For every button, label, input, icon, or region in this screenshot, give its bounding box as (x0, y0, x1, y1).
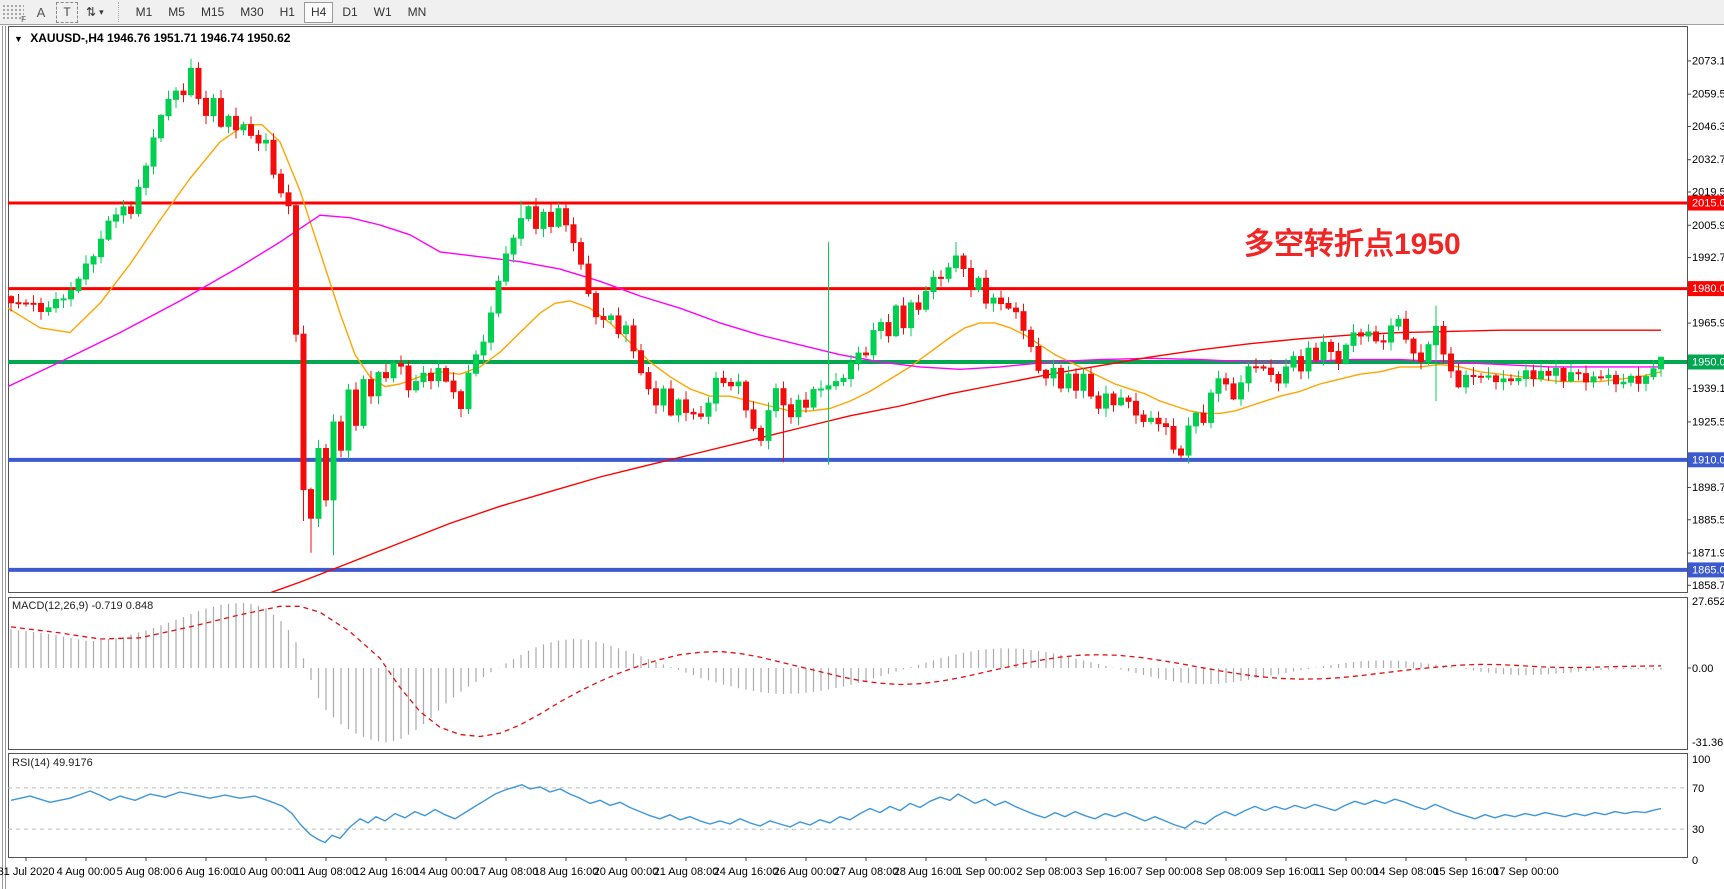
timeframe-button-mn[interactable]: MN (401, 2, 434, 23)
svg-text:0.00: 0.00 (1692, 663, 1713, 675)
time-axis-label: 11 Sep 00:00 (1314, 866, 1379, 878)
macd-panel-frame (8, 597, 1688, 750)
price-tick-label: 2059.50 (1692, 89, 1724, 101)
time-axis-label: 11 Aug 08:00 (294, 866, 358, 878)
time-axis-label: 2 Sep 08:00 (1016, 866, 1075, 878)
time-axis-label: 1 Sep 00:00 (956, 866, 1015, 878)
time-axis-label: 14 Aug 00:00 (414, 866, 479, 878)
moving-averages (8, 123, 1662, 592)
timeframe-button-group: M1 M5 M15 M30 H1 H4 D1 W1 MN (128, 1, 435, 23)
timeframe-button-d1[interactable]: D1 (335, 2, 364, 23)
time-axis-label: 17 Sep 00:00 (1493, 866, 1558, 878)
chart-annotation-text: 多空转折点1950 (1244, 228, 1461, 261)
time-axis-label: 14 Sep 08:00 (1373, 866, 1438, 878)
price-tick-label: 2073.10 (1692, 55, 1724, 67)
macd-histogram (10, 602, 1662, 743)
timeframe-button-h4[interactable]: H4 (303, 1, 334, 23)
rsi-line (10, 784, 1662, 844)
price-tick-label: 1965.90 (1692, 318, 1724, 330)
window-border (2, 26, 6, 889)
time-axis-label: 9 Sep 16:00 (1256, 866, 1315, 878)
time-axis-label: 21 Aug 08:00 (654, 866, 719, 878)
toolbar-separator (117, 2, 120, 22)
timeframe-button-m1[interactable]: M1 (129, 2, 160, 23)
time-axis-label: 7 Sep 00:00 (1136, 866, 1195, 878)
time-axis-label: 8 Sep 08:00 (1196, 866, 1255, 878)
symbol-dropdown-icon[interactable]: ▼ (14, 34, 23, 44)
toolbar-drag-handle[interactable]: F (2, 4, 26, 24)
svg-text:27.652: 27.652 (1692, 596, 1724, 608)
time-axis-label: 27 Aug 08:00 (834, 866, 899, 878)
time-axis-label: 3 Sep 16:00 (1076, 866, 1135, 878)
time-axis-label: 20 Aug 00:00 (594, 866, 659, 878)
time-axis-label: 24 Aug 16:00 (714, 866, 779, 878)
ma-slow-red (270, 329, 1661, 592)
time-axis-label: 5 Aug 08:00 (117, 866, 176, 878)
timeframe-button-m30[interactable]: M30 (233, 2, 270, 23)
price-tick-label: 2046.30 (1692, 121, 1724, 133)
candles-bear (8, 62, 1642, 553)
price-axis: 2073.102059.502046.302032.702019.502005.… (1687, 55, 1724, 592)
toolbar: F A T ⇅ ▾ M1 M5 M15 M30 H1 H4 D1 W1 MN (0, 0, 1724, 25)
rsi-indicator-label: RSI(14) 49.9176 (12, 757, 93, 769)
time-axis-label: 26 Aug 00:00 (774, 866, 839, 878)
price-line-badge: 1980.00 (1692, 283, 1724, 295)
main-panel-frame (8, 26, 1688, 593)
rsi-scale-label: 70 (1692, 783, 1704, 795)
chevron-down-icon: ▾ (99, 6, 104, 17)
ma-mid-magenta (8, 214, 1661, 388)
time-axis-label: 17 Aug 08:00 (474, 866, 539, 878)
time-axis-label: 15 Sep 16:00 (1433, 866, 1498, 878)
price-tick-label: 1898.70 (1692, 482, 1724, 494)
timeframe-button-h1[interactable]: H1 (273, 2, 302, 23)
rsi-axis: 100 70 30 0 (1692, 754, 1710, 867)
price-line-badge: 2015.00 (1692, 198, 1724, 210)
candles-bull (45, 58, 1664, 556)
price-tick-label: 1871.90 (1692, 548, 1724, 560)
time-axis-label: 28 Aug 16:00 (894, 866, 959, 878)
rsi-scale-label: 30 (1692, 824, 1704, 836)
price-tick-label: 2032.70 (1692, 154, 1724, 166)
svg-text:-31.361: -31.361 (1692, 737, 1724, 749)
text-label-tool-button[interactable]: T (56, 1, 78, 23)
timeframe-button-w1[interactable]: W1 (367, 2, 399, 23)
chart-title: ▼ XAUUSD-,H4 1946.76 1951.71 1946.74 195… (14, 31, 290, 45)
price-line-badge: 1865.00 (1692, 564, 1724, 576)
price-tick-label: 1939.10 (1692, 383, 1724, 395)
price-tick-label: 1858.70 (1692, 580, 1724, 592)
f-marker: F (21, 15, 26, 24)
arrows-icon: ⇅ (86, 5, 97, 19)
timeframe-button-m5[interactable]: M5 (161, 2, 192, 23)
font-tool-button[interactable]: A (30, 2, 52, 23)
price-tick-label: 1992.70 (1692, 252, 1724, 264)
arrow-objects-button[interactable]: ⇅ ▾ (82, 2, 108, 23)
price-line-badge: 1950.00 (1692, 357, 1724, 369)
time-axis-label: 4 Aug 00:00 (57, 866, 116, 878)
price-tick-label: 1925.50 (1692, 416, 1724, 428)
time-axis-label: 31 Jul 2020 (0, 866, 54, 878)
time-axis: 31 Jul 2020 4 Aug 00:00 5 Aug 08:00 6 Aug 1… (0, 857, 1559, 878)
price-tick-label: 2005.90 (1692, 220, 1724, 232)
rsi-scale-label: 0 (1692, 855, 1698, 867)
ohlc-values: 1946.76 1951.71 1946.74 1950.62 (106, 31, 291, 45)
rsi-scale-label: 100 (1692, 754, 1710, 766)
time-axis-label: 18 Aug 16:00 (534, 866, 599, 878)
time-axis-label: 6 Aug 16:00 (177, 866, 236, 878)
macd-indicator-label: MACD(12,26,9) -0.719 0.848 (12, 600, 154, 612)
macd-signal-line (10, 605, 1662, 738)
time-axis-label: 10 Aug 00:00 (234, 866, 299, 878)
ma-fast-orange (8, 123, 1662, 415)
symbol-period-label: XAUUSD-,H4 (30, 31, 104, 45)
timeframe-button-m15[interactable]: M15 (194, 2, 231, 23)
macd-axis: 27.652 0.00 -31.361 (1687, 596, 1724, 749)
rsi-panel-frame (8, 753, 1688, 858)
price-tick-label: 1885.50 (1692, 514, 1724, 526)
price-line-badge: 1910.00 (1692, 454, 1724, 466)
time-axis-label: 12 Aug 16:00 (354, 866, 419, 878)
